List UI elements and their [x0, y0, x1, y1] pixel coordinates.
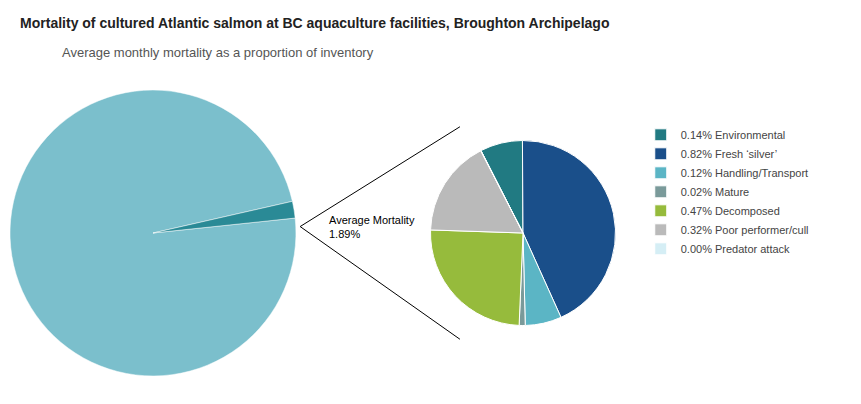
svg-text:0.82% Fresh ‘silver’: 0.82% Fresh ‘silver’	[681, 148, 777, 160]
svg-text:0.32% Poor performer/cull: 0.32% Poor performer/cull	[681, 224, 809, 236]
svg-text:0.00% Predator attack: 0.00% Predator attack	[681, 243, 790, 255]
svg-text:0.02% Mature: 0.02% Mature	[681, 186, 749, 198]
svg-text:Average monthly mortality as a: Average monthly mortality as a proportio…	[62, 45, 374, 60]
svg-text:Average Mortality1.89%: Average Mortality1.89%	[329, 214, 415, 240]
svg-text:0.12% Handling/Transport: 0.12% Handling/Transport	[681, 167, 808, 179]
svg-text:Mortality of cultured Atlantic: Mortality of cultured Atlantic salmon at…	[20, 15, 609, 31]
svg-text:0.47% Decomposed: 0.47% Decomposed	[681, 205, 780, 217]
svg-text:0.14% Environmental: 0.14% Environmental	[681, 129, 786, 141]
